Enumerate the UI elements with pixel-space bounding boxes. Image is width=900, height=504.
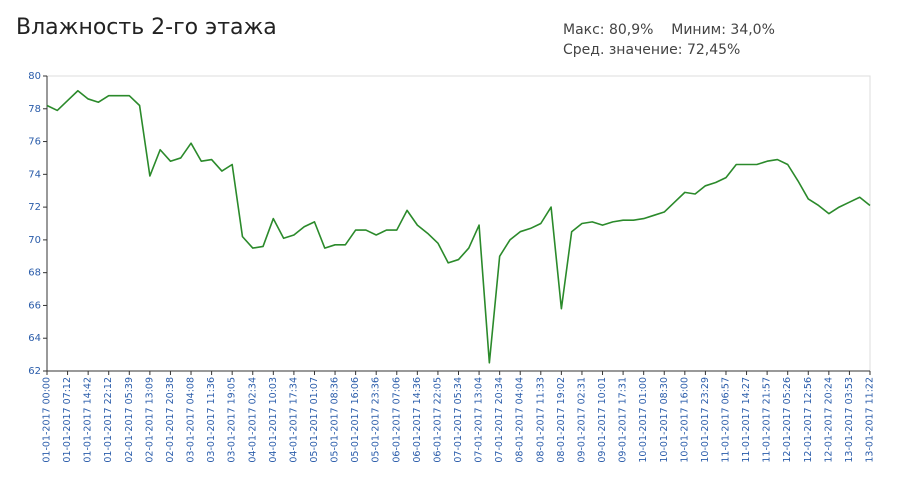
x-tick-label: 02-01-2017 20:38 [165, 377, 176, 463]
x-tick-label: 07-01-2017 20:34 [494, 377, 505, 463]
chart-title: Влажность 2-го этажа [16, 15, 277, 40]
x-tick-label: 08-01-2017 11:33 [535, 377, 546, 463]
x-tick-label: 10-01-2017 16:00 [679, 377, 690, 463]
line-series [46, 89, 871, 364]
x-tick-label: 02-01-2017 05:39 [124, 377, 135, 463]
x-tick-label: 10-01-2017 23:29 [700, 377, 711, 463]
x-tick-label: 01-01-2017 00:00 [42, 377, 53, 463]
y-tick-label: 62 [28, 366, 41, 377]
x-tick-label: 09-01-2017 10:01 [597, 377, 608, 463]
x-tick-label: 08-01-2017 04:04 [515, 377, 526, 463]
x-tick-label: 13-01-2017 11:22 [865, 377, 876, 463]
x-tick-label: 09-01-2017 17:31 [618, 377, 629, 463]
stats-avg: Сред. значение: 72,45% [563, 42, 740, 58]
y-tick-label: 72 [28, 202, 41, 213]
y-tick-label: 70 [28, 235, 41, 246]
x-tick-label: 09-01-2017 02:31 [576, 377, 587, 463]
x-tick-label: 08-01-2017 19:02 [556, 377, 567, 463]
x-tick-label: 12-01-2017 05:26 [782, 377, 793, 463]
x-tick-label: 01-01-2017 22:12 [103, 377, 114, 463]
x-tick-label: 05-01-2017 01:07 [309, 377, 320, 463]
plot-frame [46, 75, 871, 372]
stats-minmax: Макс: 80,9% Миним: 34,0% [563, 22, 775, 38]
x-tick-label: 10-01-2017 08:30 [659, 377, 670, 463]
x-tick-label: 10-01-2017 01:00 [638, 377, 649, 463]
y-tick-label: 64 [28, 333, 41, 344]
x-tick-label: 12-01-2017 12:56 [803, 377, 814, 463]
x-tick-label: 05-01-2017 16:06 [350, 377, 361, 463]
y-tick-label: 68 [28, 268, 41, 279]
y-tick-label: 66 [28, 300, 41, 311]
x-tick-label: 06-01-2017 14:36 [412, 377, 423, 463]
x-tick-label: 04-01-2017 02:34 [247, 377, 258, 463]
x-tick-label: 07-01-2017 05:34 [453, 377, 464, 463]
x-tick-label: 07-01-2017 13:04 [474, 377, 485, 463]
x-tick-label: 04-01-2017 17:34 [288, 377, 299, 463]
x-tick-label: 12-01-2017 20:24 [823, 377, 834, 463]
x-tick-label: 11-01-2017 14:27 [741, 377, 752, 463]
x-tick-label: 11-01-2017 21:57 [762, 377, 773, 463]
x-tick-label: 05-01-2017 08:36 [330, 377, 341, 463]
y-tick-label: 74 [28, 169, 41, 180]
x-tick-label: 06-01-2017 22:05 [432, 377, 443, 463]
y-tick-label: 78 [28, 104, 41, 115]
x-tick-label: 03-01-2017 11:36 [206, 377, 217, 463]
x-tick-label: 06-01-2017 07:06 [391, 377, 402, 463]
y-tick-label: 76 [28, 137, 41, 148]
x-tick-label: 11-01-2017 06:57 [720, 377, 731, 463]
x-tick-label: 01-01-2017 07:12 [62, 377, 73, 463]
x-tick-label: 02-01-2017 13:09 [144, 377, 155, 463]
x-tick-label: 01-01-2017 14:42 [83, 377, 94, 463]
x-tick-label: 13-01-2017 03:53 [844, 377, 855, 463]
x-tick-label: 03-01-2017 04:08 [186, 377, 197, 463]
x-tick-label: 04-01-2017 10:03 [268, 377, 279, 463]
x-tick-label: 05-01-2017 23:36 [371, 377, 382, 463]
y-tick-label: 80 [28, 71, 41, 82]
x-tick-label: 03-01-2017 19:05 [227, 377, 238, 463]
